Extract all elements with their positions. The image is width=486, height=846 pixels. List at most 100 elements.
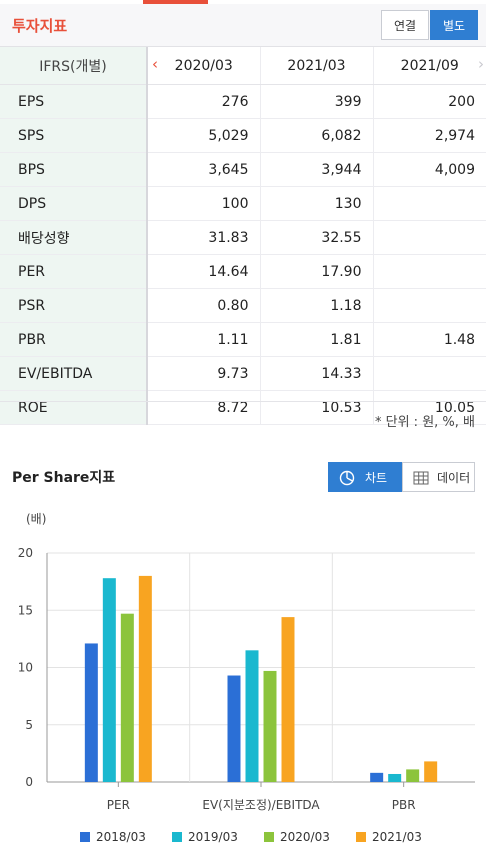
legend-swatch: [172, 832, 182, 842]
y-tick-label: 20: [18, 546, 33, 560]
table-cell: 399: [260, 84, 374, 119]
table-cell: 2,974: [373, 118, 486, 153]
bar: [138, 575, 152, 782]
row-label: PSR: [0, 288, 148, 323]
table-cell: 1.48: [373, 322, 486, 357]
table-row: 배당성향 31.83 32.55: [0, 220, 486, 255]
table-cell: [373, 186, 486, 221]
table-row: BPS 3,645 3,944 4,009: [0, 152, 486, 187]
separate-toggle[interactable]: 별도: [430, 10, 478, 40]
data-tab-label: 데이터: [437, 471, 471, 485]
per-share-title: Per Share지표: [12, 470, 116, 486]
legend-label: 2018/03: [96, 830, 146, 844]
table-cell: 4,009: [373, 152, 486, 187]
table-cell: [373, 356, 486, 391]
table-cell: 32.55: [260, 220, 374, 255]
table-cell: 6,082: [260, 118, 374, 153]
chevron-right-icon[interactable]: ›: [478, 55, 484, 73]
bar: [84, 643, 98, 782]
y-tick-label: 10: [18, 661, 33, 675]
table-cell: [373, 288, 486, 323]
period-label: 2021/09: [400, 57, 459, 74]
period-label: 2020/03: [174, 57, 233, 74]
bar: [370, 772, 384, 782]
period-header: ‹ 2020/03: [147, 47, 261, 85]
table-cell: 276: [147, 84, 261, 119]
legend-item[interactable]: 2020/03: [264, 830, 330, 844]
table-row: PSR 0.80 1.18: [0, 288, 486, 323]
data-tab-button[interactable]: 데이터: [402, 462, 475, 492]
table-cell: 10.53: [260, 390, 374, 425]
period-header: 2021/09 ›: [373, 47, 486, 85]
grid-table-icon: [413, 471, 429, 485]
table-cell: 200: [373, 84, 486, 119]
table-cell: 3,944: [260, 152, 374, 187]
table-cell: 8.72: [147, 390, 261, 425]
table-cell: 0.80: [147, 288, 261, 323]
chart-tab-label: 차트: [365, 471, 388, 485]
chart-pie-icon: [339, 470, 355, 486]
legend-label: 2020/03: [280, 830, 330, 844]
bar: [102, 578, 116, 782]
table-row: EPS 276 399 200: [0, 84, 486, 119]
bar: [281, 617, 295, 782]
table-cell: 100: [147, 186, 261, 221]
y-tick-label: 0: [25, 775, 33, 789]
section-header: 투자지표 연결 별도: [0, 4, 486, 47]
legend-label: 2019/03: [188, 830, 238, 844]
x-tick-label: PBR: [392, 798, 416, 812]
table-cell: 10.05: [373, 390, 486, 425]
row-label: EPS: [0, 84, 148, 119]
legend-item[interactable]: 2018/03: [80, 830, 146, 844]
legend-item[interactable]: 2019/03: [172, 830, 238, 844]
table-row: EV/EBITDA 9.73 14.33: [0, 356, 486, 391]
row-label: PBR: [0, 322, 148, 357]
table-cell: 9.73: [147, 356, 261, 391]
y-axis-unit: (배): [26, 512, 47, 526]
row-label: PER: [0, 254, 148, 289]
table-row: PER 14.64 17.90: [0, 254, 486, 289]
period-label: 2021/03: [287, 57, 346, 74]
chart-tab-button[interactable]: 차트: [328, 462, 402, 492]
bar: [227, 675, 241, 782]
chevron-left-icon[interactable]: ‹: [152, 55, 158, 73]
table-cell: 130: [260, 186, 374, 221]
table-cell: 5,029: [147, 118, 261, 153]
table-cell: 1.18: [260, 288, 374, 323]
legend-item[interactable]: 2021/03: [356, 830, 422, 844]
section-title: 투자지표: [12, 17, 68, 35]
table-cell: 14.33: [260, 356, 374, 391]
bar: [406, 769, 420, 782]
y-tick-label: 15: [18, 603, 33, 617]
row-label: ROE: [0, 390, 148, 425]
table-cell: 17.90: [260, 254, 374, 289]
y-tick-label: 5: [25, 718, 33, 732]
legend-swatch: [264, 832, 274, 842]
table-cell: 3,645: [147, 152, 261, 187]
table-row: ROE 8.72 10.53 10.05: [0, 390, 486, 425]
table-row: PBR 1.11 1.81 1.48: [0, 322, 486, 357]
investment-metrics-table: IFRS(개별) ‹ 2020/03 2021/03 2021/09 › EPS…: [0, 47, 486, 425]
legend-swatch: [80, 832, 90, 842]
period-header: 2021/03: [260, 47, 374, 85]
table-cell: 1.11: [147, 322, 261, 357]
table-label-header: IFRS(개별): [0, 47, 148, 85]
table-cell: [373, 254, 486, 289]
per-share-bar-chart: 0 5 10 15 20 PER EV(지분조정)/EBITDA PBR: [18, 546, 475, 812]
divider: [0, 401, 486, 402]
row-label: BPS: [0, 152, 148, 187]
bar: [263, 670, 277, 782]
table-row: DPS 100 130: [0, 186, 486, 221]
active-tab-indicator: [143, 0, 208, 4]
bar: [424, 761, 438, 782]
table-cell: 14.64: [147, 254, 261, 289]
x-tick-label: PER: [107, 798, 130, 812]
row-label: EV/EBITDA: [0, 356, 148, 391]
table-header-row: IFRS(개별) ‹ 2020/03 2021/03 2021/09 ›: [0, 47, 486, 85]
x-tick-label: EV(지분조정)/EBITDA: [202, 798, 320, 812]
row-label: SPS: [0, 118, 148, 153]
bar: [120, 613, 134, 782]
table-cell: 1.81: [260, 322, 374, 357]
consolidated-toggle[interactable]: 연결: [381, 10, 429, 40]
bar: [388, 773, 402, 782]
